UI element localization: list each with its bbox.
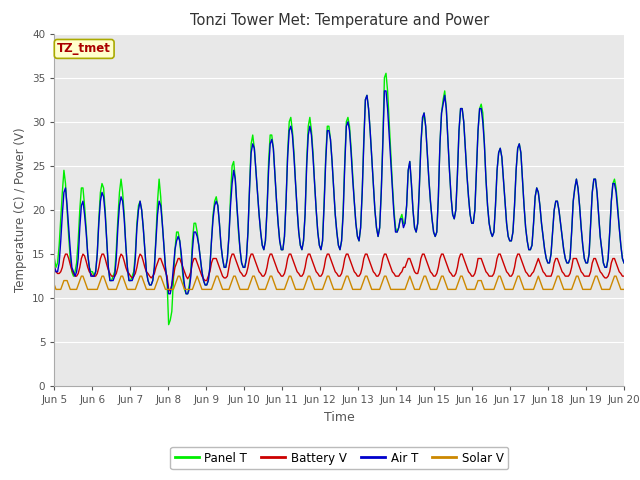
Solar V bbox=[591, 273, 599, 279]
Panel T bbox=[591, 176, 599, 182]
Solar V bbox=[620, 287, 628, 292]
Legend: Panel T, Battery V, Air T, Solar V: Panel T, Battery V, Air T, Solar V bbox=[170, 447, 508, 469]
Battery V bbox=[243, 271, 250, 276]
Battery V bbox=[303, 256, 310, 262]
Solar V bbox=[51, 282, 58, 288]
Panel T bbox=[382, 71, 390, 76]
Air T bbox=[241, 264, 248, 270]
Solar V bbox=[223, 287, 231, 292]
Battery V bbox=[61, 251, 69, 257]
Panel T bbox=[241, 264, 248, 270]
Solar V bbox=[252, 277, 260, 283]
Air T bbox=[120, 216, 128, 222]
Battery V bbox=[166, 288, 174, 294]
Text: TZ_tmet: TZ_tmet bbox=[57, 42, 111, 55]
Battery V bbox=[252, 260, 260, 266]
Air T bbox=[381, 88, 388, 94]
Line: Solar V: Solar V bbox=[54, 276, 624, 289]
Air T bbox=[301, 212, 309, 217]
Title: Tonzi Tower Met: Temperature and Power: Tonzi Tower Met: Temperature and Power bbox=[189, 13, 489, 28]
Solar V bbox=[77, 273, 85, 279]
Air T bbox=[250, 145, 258, 151]
Panel T bbox=[301, 212, 309, 217]
Line: Battery V: Battery V bbox=[54, 254, 624, 291]
X-axis label: Time: Time bbox=[324, 411, 355, 424]
Line: Air T: Air T bbox=[54, 91, 624, 294]
Air T bbox=[51, 264, 58, 270]
Battery V bbox=[620, 273, 628, 279]
Y-axis label: Temperature (C) / Power (V): Temperature (C) / Power (V) bbox=[13, 128, 27, 292]
Air T bbox=[222, 264, 230, 270]
Air T bbox=[591, 176, 599, 182]
Air T bbox=[620, 260, 628, 266]
Panel T bbox=[120, 212, 128, 217]
Solar V bbox=[52, 287, 60, 292]
Panel T bbox=[164, 322, 172, 327]
Panel T bbox=[250, 145, 258, 151]
Air T bbox=[164, 291, 172, 297]
Panel T bbox=[620, 260, 628, 266]
Line: Panel T: Panel T bbox=[54, 73, 624, 324]
Solar V bbox=[243, 287, 250, 292]
Battery V bbox=[591, 256, 599, 262]
Solar V bbox=[303, 277, 310, 283]
Battery V bbox=[122, 264, 130, 270]
Panel T bbox=[51, 256, 58, 262]
Panel T bbox=[222, 264, 230, 270]
Battery V bbox=[223, 273, 231, 279]
Battery V bbox=[51, 264, 58, 270]
Solar V bbox=[124, 287, 131, 292]
